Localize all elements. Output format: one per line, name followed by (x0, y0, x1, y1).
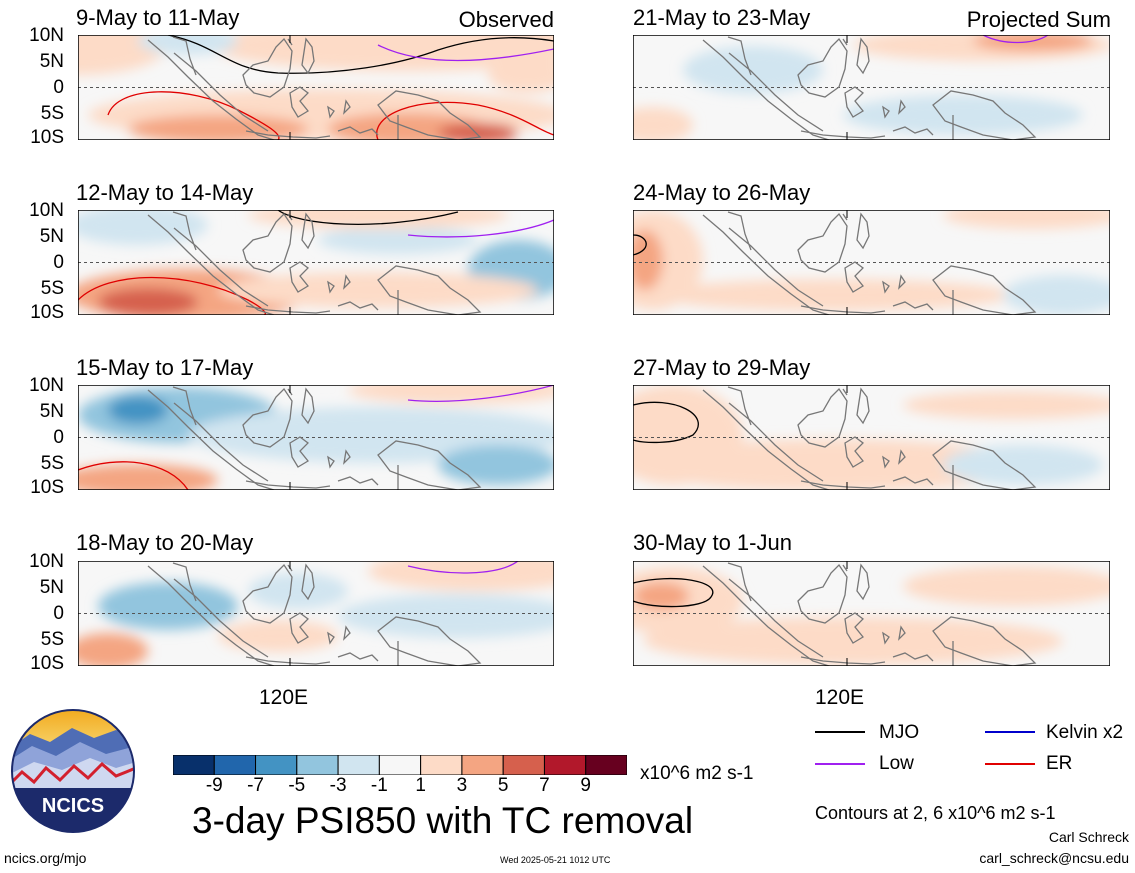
lat-label: 5S (40, 453, 64, 474)
ncics-logo: NCICS (11, 709, 135, 833)
colorbar-swatch (296, 755, 339, 775)
panel-title: 12-May to 14-May (76, 180, 254, 205)
panel-tag: Observed (458, 7, 554, 32)
legend-label-er: ER (1046, 753, 1073, 774)
lat-label: 0 (53, 252, 64, 273)
lat-label: 10S (30, 477, 64, 498)
colorbar-tick-label: 5 (497, 775, 509, 796)
panel-title: 9-May to 11-May (76, 5, 240, 30)
lat-label: 5N (39, 401, 64, 422)
lat-label: 10S (30, 127, 64, 148)
colorbar-tick-label: -9 (205, 775, 223, 796)
colorbar-swatches (173, 755, 627, 775)
panel-tag: Projected Sum (966, 7, 1111, 32)
logo-text: NCICS (42, 795, 104, 817)
author: Carl Schreck (1048, 829, 1129, 845)
legend-label-kelvin: Kelvin x2 (1046, 722, 1124, 743)
lon-label-right: 120E (815, 686, 865, 709)
colorbar-tick-label: -5 (288, 775, 306, 796)
panel-title: 15-May to 17-May (76, 355, 254, 380)
lat-label: 5N (39, 226, 64, 247)
timestamp: Wed 2025-05-21 1012 UTC (500, 855, 611, 865)
legend-lines (815, 731, 1035, 765)
site-url[interactable]: ncics.org/mjo (4, 850, 87, 866)
lat-label: 5N (39, 577, 64, 598)
lon-ticks (289, 35, 848, 666)
colorbar-units: x10^6 m2 s-1 (640, 763, 754, 784)
lat-label: 5S (40, 103, 64, 124)
colorbar-swatch (420, 755, 463, 775)
colorbar-swatch (585, 755, 627, 775)
colorbar-tick-label: 3 (456, 775, 468, 796)
map-panel-left-4 (78, 561, 554, 666)
lon-label-left: 120E (259, 686, 309, 709)
colorbar-tick-label: 9 (580, 775, 591, 796)
legend-label-low: Low (879, 753, 914, 774)
colorbar-tick-label: -1 (370, 775, 388, 796)
legend-label-mjo: MJO (879, 722, 920, 743)
map-panel-left-2 (78, 210, 554, 315)
colorbar-swatch (543, 755, 587, 775)
panel-title: 30-May to 1-Jun (633, 530, 792, 555)
lat-label: 10N (29, 375, 64, 396)
lat-label: 10N (29, 25, 64, 46)
map-panel-right-1 (633, 35, 1110, 140)
colorbar-swatch (255, 755, 298, 775)
lat-label: 0 (53, 603, 64, 624)
lat-label: 10N (29, 200, 64, 221)
panel-title: 21-May to 23-May (633, 5, 811, 30)
colorbar-tick-label: 1 (415, 775, 426, 796)
lat-label: 5N (39, 51, 64, 72)
lat-label: 10S (30, 653, 64, 674)
panel-title: 27-May to 29-May (633, 355, 811, 380)
map-panel-right-4 (633, 561, 1110, 666)
map-panel-left-1 (78, 35, 554, 140)
lat-label: 0 (53, 77, 64, 98)
main-title: 3-day PSI850 with TC removal (192, 800, 694, 841)
map-panel-right-2 (633, 210, 1110, 315)
colorbar-swatch (213, 755, 257, 775)
map-panel-left-3 (78, 385, 554, 490)
email: carl_schreck@ncsu.edu (979, 850, 1129, 866)
lat-label: 5S (40, 629, 64, 650)
colorbar-swatch (173, 755, 215, 775)
colorbar-swatch (461, 755, 504, 775)
panel-title: 18-May to 20-May (76, 530, 254, 555)
lat-label: 10N (29, 551, 64, 572)
panel-title: 24-May to 26-May (633, 180, 811, 205)
lat-label: 0 (53, 427, 64, 448)
colorbar-swatch (378, 755, 422, 775)
map-panel-right-3 (633, 385, 1110, 490)
colorbar-swatch (337, 755, 380, 775)
colorbar-tick-label: -3 (329, 775, 347, 796)
contours-note: Contours at 2, 6 x10^6 m2 s-1 (815, 803, 1056, 823)
lat-label: 10S (30, 302, 64, 323)
colorbar-swatch (502, 755, 545, 775)
lat-label: 5S (40, 278, 64, 299)
colorbar-tick-label: -7 (247, 775, 264, 796)
colorbar-tick-label: 7 (539, 775, 550, 796)
